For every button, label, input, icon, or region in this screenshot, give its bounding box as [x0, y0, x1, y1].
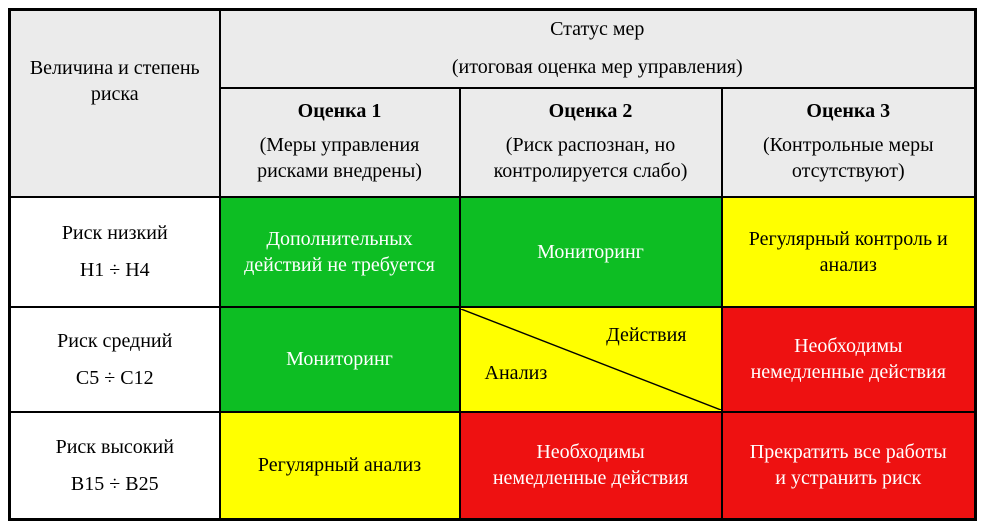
- cell-text: Прекратить все работы и устранить риск: [749, 441, 947, 490]
- column-subtitle: (Контрольные меры отсутствуют): [762, 134, 934, 182]
- row-label-range: Н1 ÷ Н4: [79, 259, 150, 281]
- matrix-cell-high-2: Необходимы немедленные действия: [458, 410, 723, 521]
- matrix-cell-medium-3: Необходимы немедленные действия: [720, 305, 977, 413]
- risk-matrix-table: Величина и степень риска Статус мер (ито…: [8, 8, 978, 521]
- column-subtitle: (Риск распознан, но контролируется слабо…: [493, 134, 688, 182]
- matrix-cell-medium-2-diagonal: Действия Анализ: [458, 305, 723, 413]
- column-title: Оценка 1: [297, 100, 382, 122]
- column-title: Оценка 2: [548, 100, 633, 122]
- cell-text: Мониторинг: [537, 240, 644, 263]
- risk-row-medium: Риск средний С5 ÷ С12 Мониторинг Действи…: [8, 305, 977, 413]
- row-label-medium: Риск средний С5 ÷ С12: [8, 305, 221, 413]
- status-header: Статус мер (итоговая оценка мер управлен…: [218, 8, 977, 89]
- row-label-name: Риск средний: [57, 329, 173, 352]
- matrix-cell-high-1: Регулярный анализ: [218, 410, 461, 521]
- column-header-1: Оценка 1 (Меры управления рисками внедре…: [218, 86, 461, 198]
- diagonal-lower-label: Анализ: [484, 361, 548, 384]
- corner-header: Величина и степень риска: [8, 8, 221, 198]
- matrix-cell-low-2: Мониторинг: [458, 195, 723, 308]
- matrix-cell-low-1: Дополнительных действий не требуется: [218, 195, 461, 308]
- diagonal-upper-label: Действия: [606, 323, 687, 346]
- row-label-range: С5 ÷ С12: [75, 366, 154, 389]
- diagonal-divider-line: [461, 309, 721, 410]
- column-subtitle: (Меры управления рисками внедрены): [257, 134, 422, 182]
- cell-text: Дополнительных действий не требуется: [244, 227, 435, 276]
- risk-row-high: Риск высокий В15 ÷ В25 Регулярный анализ…: [8, 410, 977, 521]
- matrix-cell-low-3: Регулярный контроль и анализ: [720, 195, 977, 308]
- row-label-name: Риск высокий: [55, 435, 174, 458]
- row-label-range: В15 ÷ В25: [70, 472, 159, 495]
- cell-text: Необходимы немедленные действия: [750, 335, 946, 383]
- column-header-3: Оценка 3 (Контрольные меры отсутствуют): [720, 86, 977, 198]
- status-header-title: Статус мер: [550, 18, 645, 41]
- row-label-low: Риск низкий Н1 ÷ Н4: [8, 195, 221, 308]
- cell-text: Регулярный анализ: [257, 454, 422, 477]
- matrix-cell-medium-1: Мониторинг: [218, 305, 461, 413]
- row-label-name: Риск низкий: [61, 222, 168, 244]
- matrix-cell-high-3: Прекратить все работы и устранить риск: [720, 410, 977, 521]
- cell-text: Необходимы немедленные действия: [492, 441, 689, 490]
- column-title: Оценка 3: [806, 100, 891, 122]
- risk-row-low: Риск низкий Н1 ÷ Н4 Дополнительных дейст…: [8, 195, 977, 308]
- row-label-high: Риск высокий В15 ÷ В25: [8, 410, 221, 521]
- corner-header-label: Величина и степень риска: [29, 57, 200, 106]
- column-header-2: Оценка 2 (Риск распознан, но контролируе…: [458, 86, 723, 198]
- status-header-subtitle: (итоговая оценка мер управления): [451, 56, 743, 79]
- cell-text: Регулярный контроль и анализ: [748, 227, 948, 276]
- cell-text: Мониторинг: [286, 348, 393, 370]
